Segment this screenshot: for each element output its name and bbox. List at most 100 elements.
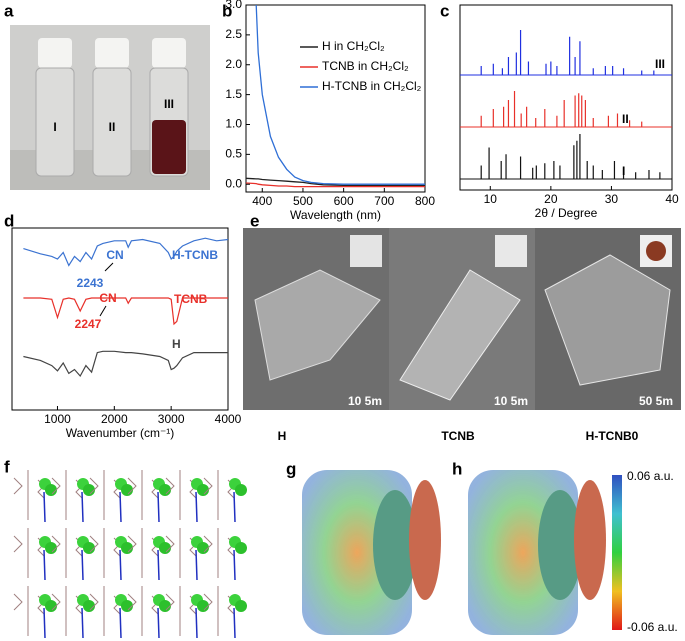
molecule [89,528,121,578]
spectrum-line [23,297,228,326]
x-axis-label: Wavenumber (cm⁻¹) [66,426,175,440]
arrow [104,262,114,272]
x-tick-label: 500 [293,194,313,208]
x-tick-label: 700 [374,194,394,208]
molecule [81,607,84,639]
vial-label: I [53,120,56,134]
y-tick-label: 0.5 [225,147,242,161]
molecule [119,491,122,523]
series-label: H-TCNB [172,248,218,262]
molecule [157,607,160,639]
vial-label: III [164,97,174,111]
panel-label: f [4,457,10,476]
atom [45,600,57,612]
panel-label: h [452,459,462,478]
molecule [195,607,198,639]
molecule [43,549,46,581]
molecule [119,549,122,581]
atom [45,542,57,554]
atom [121,484,133,496]
x-axis-label: Wavelength (nm) [290,208,381,222]
atom [159,600,171,612]
x-tick-label: 800 [415,194,435,208]
molecule [43,491,46,523]
legend-label: TCNB in CH₂Cl₂ [322,59,409,73]
sem-label: H-TCNB0 [586,429,639,443]
molecule [203,528,235,578]
line-series [255,5,425,185]
sem-label: H [278,429,287,443]
x-tick-label: 4000 [215,412,242,426]
line-series [246,182,425,188]
molecule [127,586,159,636]
atom [159,542,171,554]
molecule [81,491,84,523]
panel-label: e [250,211,259,230]
atom [197,600,209,612]
molecule [233,607,236,639]
series-label: TCNB [174,292,208,306]
spectrum-line [23,350,228,378]
scale-bar: 10 5m [348,394,382,408]
annotation: CN [99,291,116,305]
molecule [43,607,46,639]
x-tick-label: 1000 [44,412,71,426]
x-tick-label: 20 [544,192,558,206]
molecule [203,470,235,520]
colorbar [612,475,622,630]
molecule [157,491,160,523]
molecule [13,528,45,578]
plot-frame [459,4,673,191]
atom [121,600,133,612]
x-tick-label: 3000 [158,412,185,426]
crystal-packing [13,470,247,639]
molecule [195,549,198,581]
annotation: CN [106,248,123,262]
molecule [51,528,83,578]
panel-label: d [4,211,14,230]
line-series [246,177,425,187]
molecule [13,470,45,520]
molecule [119,607,122,639]
molecule [13,586,45,636]
atom [235,484,247,496]
molecule [81,549,84,581]
arrow [99,305,107,317]
y-tick-label: 1.0 [225,117,242,131]
molecule [203,586,235,636]
molecule [233,491,236,523]
colorbar-label: 0.06 a.u. [627,469,674,483]
molecule [51,586,83,636]
spectrum-line [23,237,229,267]
atom [235,542,247,554]
molecule [89,470,121,520]
sem-images: 10 5m 10 5m 50 5m H TCNB H-TCNB0 [243,228,681,443]
y-tick-label: 0.0 [225,176,242,190]
annotation: 2247 [75,317,102,331]
panel-label: a [4,1,14,20]
plot-frame [245,4,426,193]
molecule [165,470,197,520]
panel-label: c [440,1,449,20]
scale-bar: 50 5m [639,394,673,408]
atom [45,484,57,496]
x-tick-label: 40 [665,192,679,206]
vial-label: II [109,120,116,134]
molecule [127,470,159,520]
esp-map [302,470,606,635]
atom [83,484,95,496]
annotation: 2243 [77,276,104,290]
molecule [51,470,83,520]
molecule [165,586,197,636]
series-label: H [172,337,181,351]
x-tick-label: 10 [484,192,498,206]
scale-bar: 10 5m [494,394,528,408]
photo: I II III [10,25,210,190]
molecule [127,528,159,578]
series-label: I [622,164,625,178]
x-tick-label: 2000 [101,412,128,426]
legend-label: H-TCNB in CH₂Cl₂ [322,79,422,93]
legend-label: H in CH₂Cl₂ [322,39,385,53]
colorbar-label: -0.06 a.u. [627,620,678,634]
